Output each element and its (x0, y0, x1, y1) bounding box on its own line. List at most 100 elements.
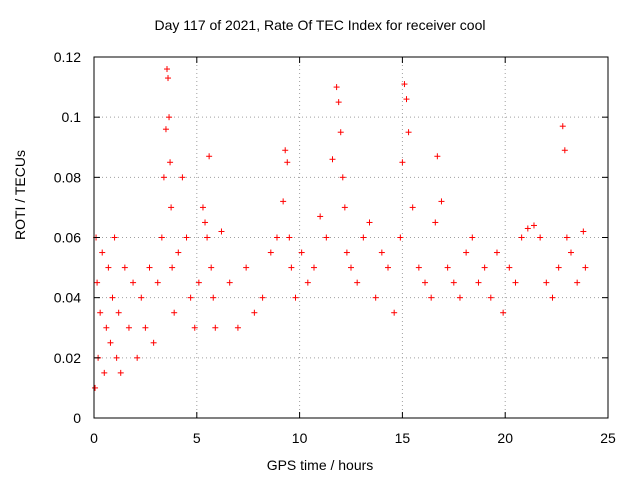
data-point (202, 219, 209, 226)
data-point (456, 294, 463, 301)
data-point (582, 264, 589, 271)
data-point (243, 264, 250, 271)
data-point (434, 153, 441, 160)
y-tick-label: 0.06 (54, 230, 81, 246)
data-point (518, 234, 525, 241)
data-point (432, 219, 439, 226)
data-point (150, 339, 157, 346)
data-point (162, 126, 169, 133)
data-point (335, 99, 342, 106)
data-point (105, 264, 112, 271)
data-point (463, 249, 470, 256)
y-tick-label: 0.04 (54, 290, 81, 306)
data-point (259, 294, 266, 301)
data-point (280, 198, 287, 205)
data-point (183, 234, 190, 241)
data-point (563, 234, 570, 241)
grid-lines (94, 57, 608, 418)
data-point (310, 264, 317, 271)
x-tick-label: 20 (497, 430, 513, 446)
data-point (166, 114, 173, 121)
data-point (218, 228, 225, 235)
data-point (450, 279, 457, 286)
data-point (284, 159, 291, 166)
data-point (444, 264, 451, 271)
data-point (481, 264, 488, 271)
tick-marks (93, 56, 609, 419)
chart-title: Day 117 of 2021, Rate Of TEC Index for r… (154, 17, 486, 33)
data-point (99, 249, 106, 256)
data-point (341, 204, 348, 211)
data-point (134, 354, 141, 361)
data-point (138, 294, 145, 301)
y-tick-label: 0 (73, 410, 81, 426)
data-point (167, 159, 174, 166)
data-point (391, 309, 398, 316)
data-point (360, 234, 367, 241)
data-point (171, 309, 178, 316)
y-axis-label: ROTI / TECUs (12, 150, 28, 240)
data-point (493, 249, 500, 256)
data-point (559, 123, 566, 130)
data-point (405, 129, 412, 136)
data-point (304, 279, 311, 286)
data-point (348, 264, 354, 271)
x-tick-label: 5 (193, 430, 201, 446)
data-point (117, 369, 124, 376)
data-point (179, 174, 186, 181)
y-tick-label: 0.08 (54, 169, 81, 185)
data-point (97, 309, 104, 316)
data-point (422, 279, 429, 286)
data-point (165, 75, 172, 82)
data-point (251, 309, 258, 316)
data-point (401, 81, 408, 88)
data-point (385, 264, 392, 271)
data-point (524, 225, 531, 232)
data-point (469, 234, 476, 241)
x-axis-label: GPS time / hours (266, 457, 374, 473)
data-point (125, 324, 132, 331)
x-tick-label: 25 (600, 430, 616, 446)
data-point (107, 339, 114, 346)
data-point (555, 264, 562, 271)
y-tick-label: 0.1 (62, 109, 82, 125)
data-point (366, 219, 373, 226)
x-tick-label: 0 (90, 430, 98, 446)
data-point (292, 294, 299, 301)
data-point (343, 249, 350, 256)
data-point (317, 213, 324, 220)
data-point (409, 204, 416, 211)
data-point (273, 234, 280, 241)
data-point (574, 279, 581, 286)
data-point (549, 294, 556, 301)
data-point (329, 156, 336, 163)
data-point (298, 249, 305, 256)
data-point (130, 279, 137, 286)
data-point (282, 147, 289, 154)
data-point (175, 249, 182, 256)
data-point (210, 294, 217, 301)
data-point (204, 234, 211, 241)
data-point (191, 324, 198, 331)
data-point (111, 234, 118, 241)
data-point (337, 129, 344, 136)
data-points (92, 66, 589, 391)
data-point (160, 174, 167, 181)
data-point (512, 279, 519, 286)
data-point (487, 294, 494, 301)
data-point (195, 279, 202, 286)
data-point (121, 264, 128, 271)
data-point (378, 249, 385, 256)
data-point (168, 204, 175, 211)
data-point (206, 153, 213, 160)
data-point (339, 174, 346, 181)
y-tick-label: 0.02 (54, 350, 81, 366)
data-point (212, 324, 219, 331)
data-point (187, 294, 194, 301)
data-point (288, 264, 295, 271)
data-point (475, 279, 482, 286)
data-point (537, 234, 544, 241)
data-point (397, 234, 404, 241)
data-point (415, 264, 422, 271)
